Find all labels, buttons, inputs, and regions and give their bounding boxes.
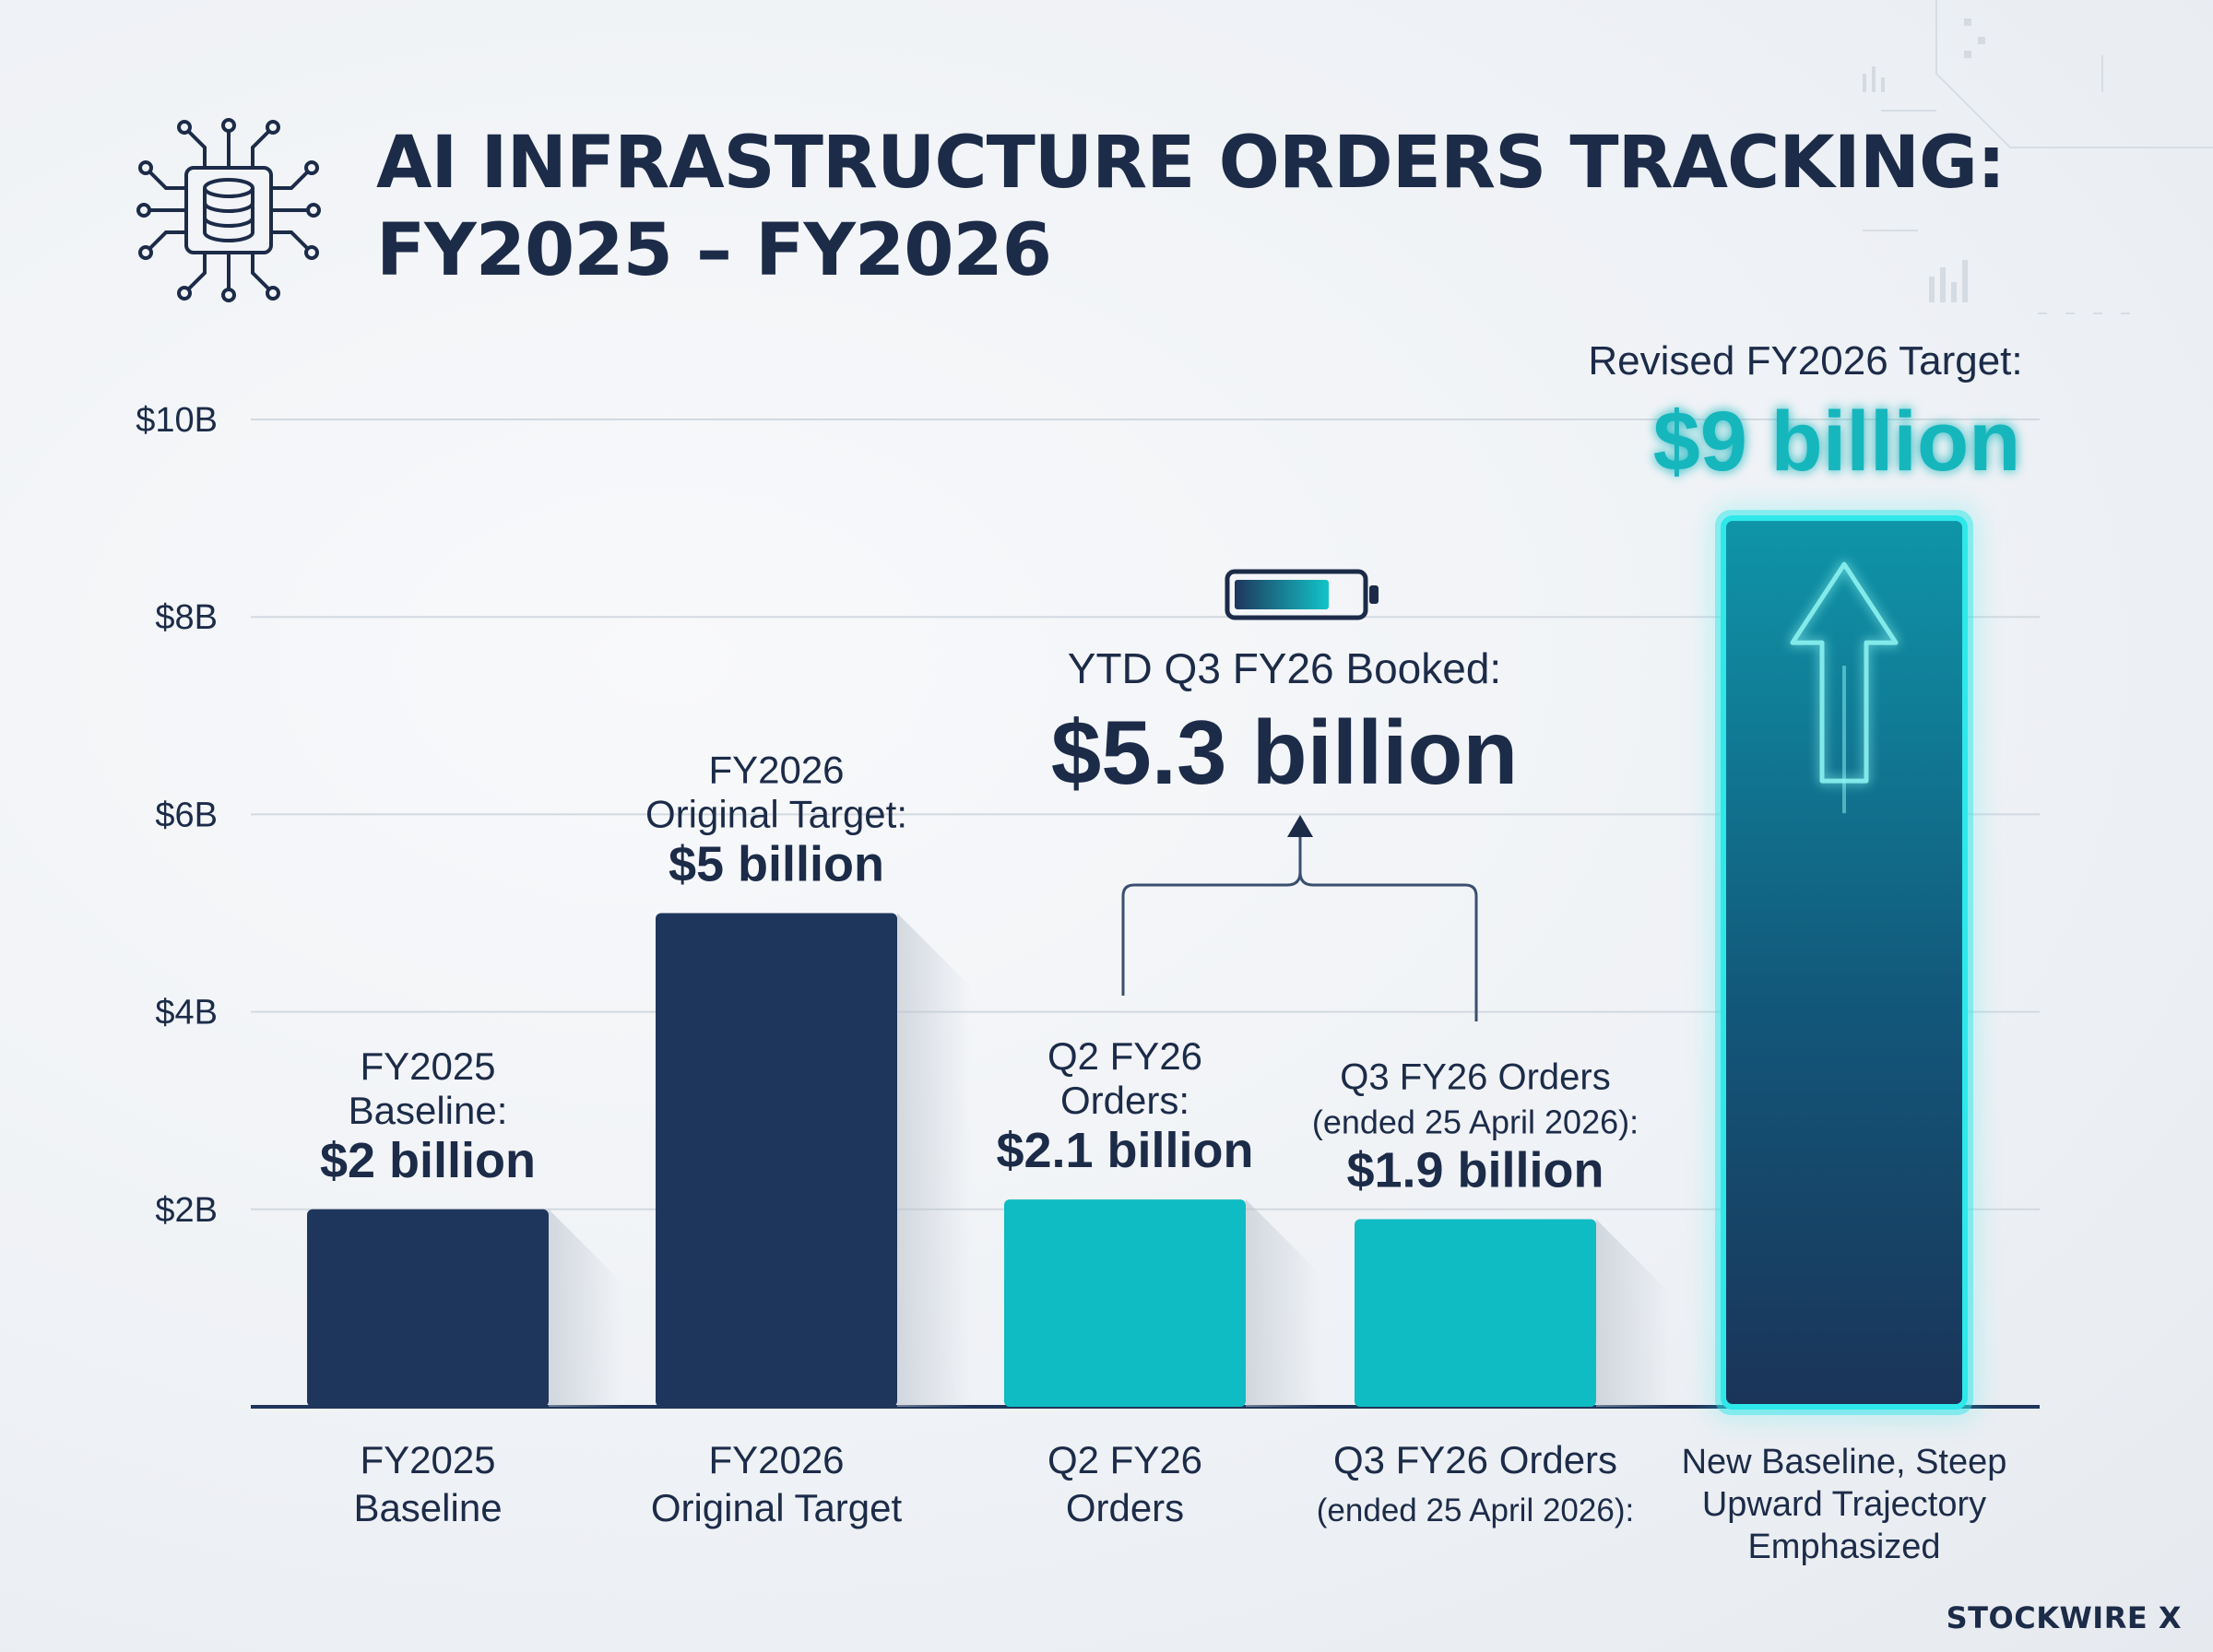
y-tick-label: $4B [155,994,218,1032]
bar-shadow [1596,1219,1670,1407]
category-label: Upward Trajectory [1702,1485,1986,1524]
bar-label-line-1: Q2 FY26 [1047,1034,1202,1078]
bar-label-line-2: Orders: [1060,1079,1189,1122]
revised-target-value: $9 billion [1653,395,2021,489]
bar-shadow [549,1209,622,1407]
bar-label-line-1: Q3 FY26 Orders [1340,1057,1610,1098]
bar-shadow [1246,1199,1320,1407]
category-label: Baseline [353,1486,502,1529]
category-label: New Baseline, Steep [1682,1443,2007,1481]
y-tick-label: $2B [155,1191,218,1230]
revised-target-label: Revised FY2026 Target: [1588,338,2022,384]
battery-icon-terminal [1369,585,1379,604]
title-line-2: FY2025 – FY2026 [376,209,1052,292]
bar-2 [1004,1199,1246,1407]
bar-value-label: $2 billion [320,1133,536,1188]
chip-database-icon [136,118,321,302]
category-label: (ended 25 April 2026): [1317,1493,1634,1528]
bar-label-line-1: FY2026 [708,749,844,792]
category-label: FY2025 [360,1438,495,1481]
bar-label-line-2: (ended 25 April 2026): [1312,1103,1639,1141]
brand-logo: STOCKWIRE X [1946,1600,2182,1635]
bar-shadow [897,913,971,1407]
category-label: Orders [1066,1486,1184,1529]
annotation-value: $5.3 billion [1051,702,1518,803]
bar-3 [1355,1219,1596,1407]
category-label: Q3 FY26 Orders [1333,1438,1617,1481]
y-tick-label: $8B [155,598,218,637]
bar-revised-target [1721,515,1968,1410]
category-label: Emphasized [1747,1528,1940,1566]
category-label: Original Target [651,1486,903,1529]
annotation-bracket [1121,871,1478,1021]
battery-icon-fill [1235,580,1329,609]
annotation-arrow-head [1287,815,1313,837]
circuit-decoration [1863,0,2213,314]
bar-label-line-2: Baseline: [349,1089,508,1132]
bar-value-label: $2.1 billion [996,1123,1253,1178]
category-label: Q2 FY26 [1047,1438,1202,1481]
bar-0 [307,1209,549,1407]
bar-value-label: $1.9 billion [1346,1143,1604,1198]
battery-icon [1225,569,1368,620]
y-tick-label: $6B [155,796,218,834]
bar-value-label: $5 billion [669,837,884,892]
bar-glow-halo [1715,510,1973,1415]
category-label: FY2026 [708,1438,844,1481]
y-tick-label: $10B [136,401,218,440]
bar-label-line-2: Original Target: [645,793,907,836]
page-title: AI INFRASTRUCTURE ORDERS TRACKING: FY202… [376,120,2006,295]
title-line-1: AI INFRASTRUCTURE ORDERS TRACKING: [376,122,2006,205]
bar-1 [656,913,897,1407]
bar-label-line-1: FY2025 [360,1044,495,1088]
annotation-label: YTD Q3 FY26 Booked: [1068,644,1501,692]
